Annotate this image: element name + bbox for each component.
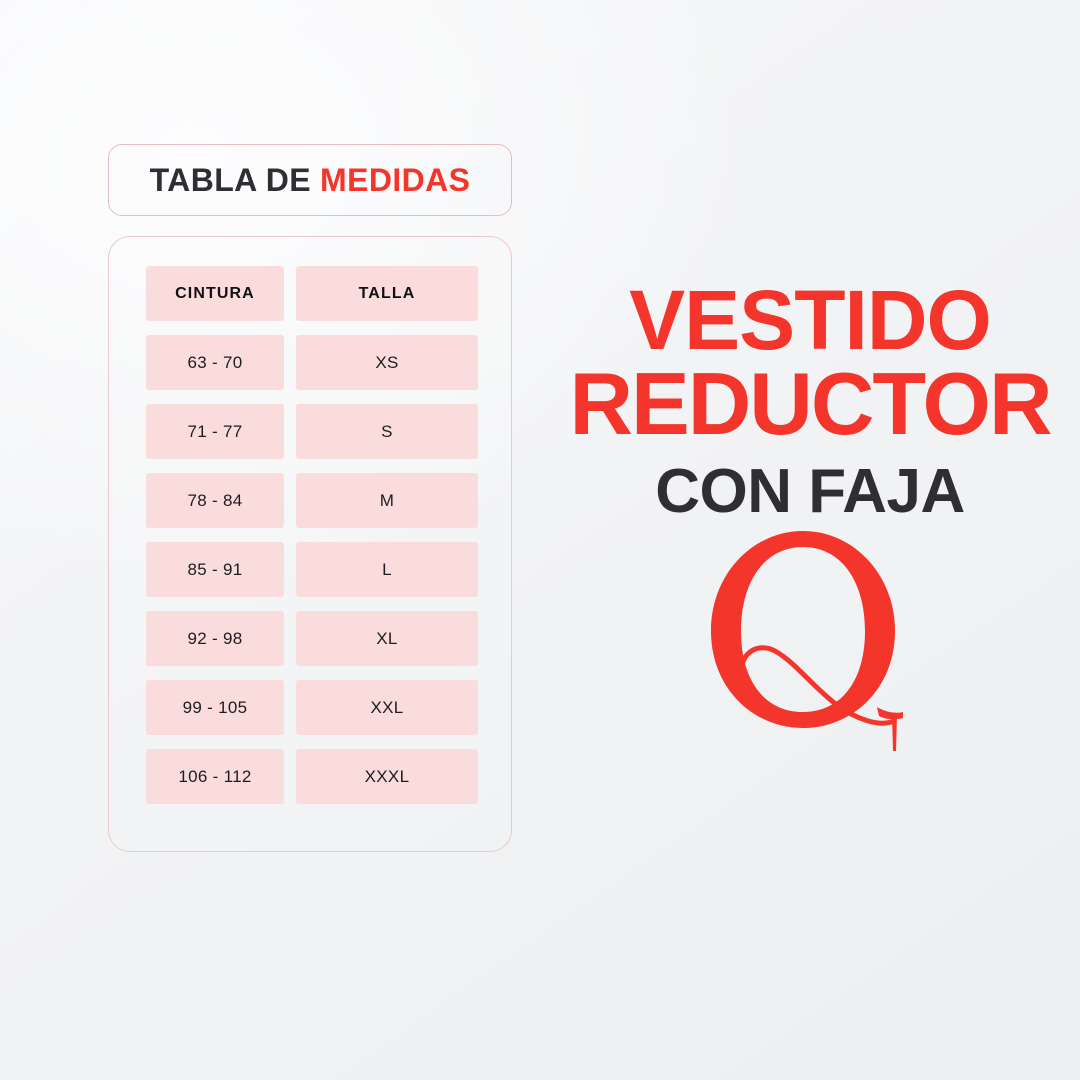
title-badge-text-red: MEDIDAS bbox=[320, 162, 471, 198]
cell-talla: XL bbox=[296, 611, 478, 666]
column-header-cintura: CINTURA bbox=[146, 266, 284, 321]
cell-talla: M bbox=[296, 473, 478, 528]
cell-talla: XXL bbox=[296, 680, 478, 735]
cell-cintura: 71 - 77 bbox=[146, 404, 284, 459]
promo-subheadline: CON FAJA bbox=[655, 456, 965, 526]
table-row: 78 - 84 M bbox=[146, 473, 478, 528]
cell-cintura: 106 - 112 bbox=[146, 749, 284, 804]
table-row: 92 - 98 XL bbox=[146, 611, 478, 666]
cell-cintura: 85 - 91 bbox=[146, 542, 284, 597]
table-row: 99 - 105 XXL bbox=[146, 680, 478, 735]
cell-talla: S bbox=[296, 404, 478, 459]
brand-q-logo bbox=[540, 529, 1080, 759]
title-badge: TABLA DE MEDIDAS bbox=[108, 144, 512, 216]
promo-panel: VESTIDO REDUCTOR CON FAJA bbox=[540, 273, 1080, 759]
column-header-talla: TALLA bbox=[296, 266, 478, 321]
size-table-card: CINTURA TALLA 63 - 70 XS 71 - 77 S 78 - … bbox=[108, 236, 512, 852]
table-row: 63 - 70 XS bbox=[146, 335, 478, 390]
cell-cintura: 63 - 70 bbox=[146, 335, 284, 390]
size-table: CINTURA TALLA 63 - 70 XS 71 - 77 S 78 - … bbox=[146, 266, 478, 804]
cell-talla: L bbox=[296, 542, 478, 597]
promo-headline-line1: VESTIDO bbox=[629, 273, 992, 367]
promo-headline-line2: REDUCTOR bbox=[569, 354, 1052, 454]
table-row: 71 - 77 S bbox=[146, 404, 478, 459]
measurements-panel: TABLA DE MEDIDAS bbox=[108, 144, 512, 216]
cell-cintura: 99 - 105 bbox=[146, 680, 284, 735]
cell-talla: XS bbox=[296, 335, 478, 390]
title-badge-text: TABLA DE MEDIDAS bbox=[150, 164, 471, 196]
table-header-row: CINTURA TALLA bbox=[146, 266, 478, 321]
table-row: 106 - 112 XXXL bbox=[146, 749, 478, 804]
cell-cintura: 92 - 98 bbox=[146, 611, 284, 666]
cell-talla: XXXL bbox=[296, 749, 478, 804]
cell-cintura: 78 - 84 bbox=[146, 473, 284, 528]
table-row: 85 - 91 L bbox=[146, 542, 478, 597]
title-badge-text-dark: TABLA DE bbox=[149, 162, 312, 198]
